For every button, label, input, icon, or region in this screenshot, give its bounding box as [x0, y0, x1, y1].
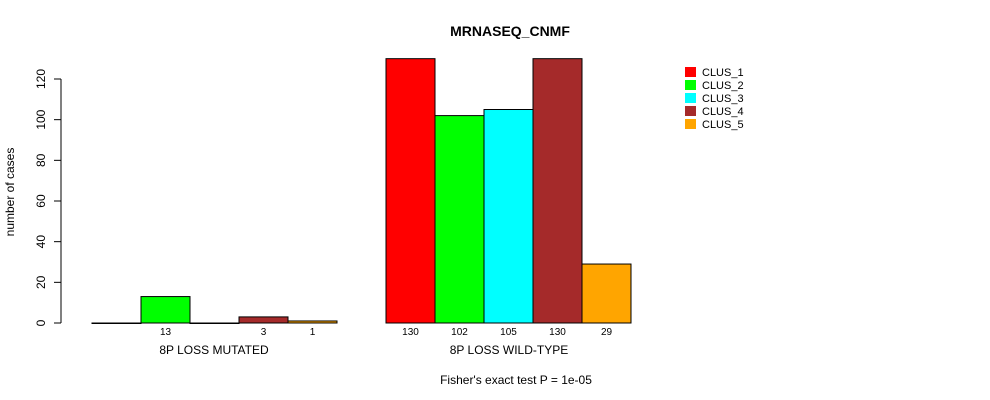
group-label-mutated: 8P LOSS MUTATED — [159, 343, 269, 357]
legend-label-clus-3: CLUS_3 — [702, 93, 744, 105]
bar-wild-type-clus-3 — [483, 109, 534, 324]
bar-wild-type-clus-5 — [581, 263, 632, 324]
bar-mutated-clus-1 — [91, 322, 142, 324]
bar-mutated-clus-2 — [140, 296, 191, 324]
legend-swatch-clus-3 — [685, 93, 696, 103]
count-label-mutated-clus-5: 1 — [310, 327, 316, 338]
y-tick-label-0: 0 — [34, 319, 48, 326]
bar-mutated-clus-5 — [287, 320, 338, 324]
legend-label-clus-1: CLUS_1 — [702, 67, 744, 79]
legend-swatch-clus-1 — [685, 67, 696, 77]
y-tick-label-80: 80 — [34, 153, 48, 167]
count-label-wild-type-clus-3: 105 — [500, 327, 517, 338]
legend-label-clus-5: CLUS_5 — [702, 119, 744, 131]
y-axis-label: number of cases — [3, 148, 17, 237]
group-label-wild-type: 8P LOSS WILD-TYPE — [450, 343, 568, 357]
y-tick-label-100: 100 — [34, 109, 48, 129]
subtitle-fisher-test: Fisher's exact test P = 1e-05 — [440, 373, 592, 387]
legend-swatch-clus-4 — [685, 106, 696, 116]
count-label-wild-type-clus-4: 130 — [549, 327, 566, 338]
legend-swatch-clus-2 — [685, 80, 696, 90]
count-label-wild-type-clus-5: 29 — [601, 327, 613, 338]
count-label-wild-type-clus-1: 130 — [402, 327, 419, 338]
y-tick-label-120: 120 — [34, 69, 48, 89]
bar-wild-type-clus-1 — [385, 58, 436, 324]
bar-mutated-clus-3 — [189, 322, 240, 324]
bar-mutated-clus-4 — [238, 316, 289, 324]
count-label-wild-type-clus-2: 102 — [451, 327, 468, 338]
bar-wild-type-clus-2 — [434, 115, 485, 324]
count-label-mutated-clus-2: 13 — [160, 327, 172, 338]
legend-label-clus-2: CLUS_2 — [702, 80, 744, 92]
count-label-mutated-clus-4: 3 — [261, 327, 267, 338]
legend-label-clus-4: CLUS_4 — [702, 106, 744, 118]
bar-wild-type-clus-4 — [532, 58, 583, 324]
legend-swatch-clus-5 — [685, 119, 696, 129]
y-tick-label-60: 60 — [34, 194, 48, 208]
y-tick-label-40: 40 — [34, 235, 48, 249]
y-tick-label-20: 20 — [34, 275, 48, 289]
chart-title: MRNASEQ_CNMF — [450, 23, 570, 39]
